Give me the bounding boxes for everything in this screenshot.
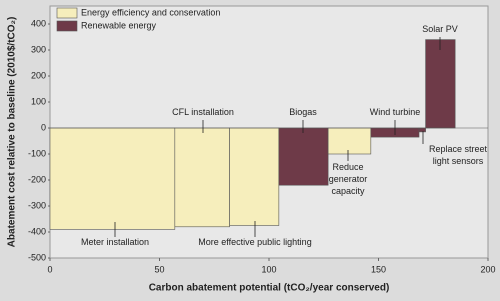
y-tick-label: 100	[31, 96, 46, 106]
y-tick-label: 0	[41, 122, 46, 132]
annotation: Solar PV	[422, 24, 458, 34]
annotation: CFL installation	[172, 107, 234, 117]
bar	[49, 127, 176, 230]
legend-label: Energy efficiency and conservation	[81, 7, 220, 17]
bar	[174, 127, 230, 228]
y-axis-label: Abatement cost relative to baseline (201…	[7, 17, 18, 248]
annotation: Replace street light sensors	[429, 144, 488, 166]
annotation: Meter installation	[81, 237, 149, 247]
y-tick-label: 200	[31, 70, 46, 80]
y-tick-label: 400	[31, 18, 46, 28]
x-tick-label: 150	[371, 264, 386, 274]
annotation: Reduce generator capacity	[329, 162, 368, 196]
y-tick-label: -300	[28, 200, 46, 210]
bar	[418, 127, 426, 133]
bar	[278, 127, 329, 186]
annotation: Biogas	[289, 107, 317, 117]
x-tick-label: 200	[480, 264, 495, 274]
y-tick-label: -500	[28, 252, 46, 262]
annotation: Wind turbine	[370, 107, 421, 117]
bar	[425, 39, 456, 129]
x-tick-label: 100	[261, 264, 276, 274]
legend-swatch	[56, 7, 78, 19]
legend-label: Renewable energy	[81, 20, 157, 30]
x-tick-label: 0	[47, 264, 52, 274]
y-tick-label: -100	[28, 148, 46, 158]
bar	[229, 127, 280, 226]
legend-swatch	[56, 20, 78, 32]
x-tick-label: 50	[154, 264, 164, 274]
y-tick-label: 300	[31, 44, 46, 54]
x-axis-label: Carbon abatement potential (tCO₂/year co…	[149, 283, 390, 294]
annotation: More effective public lighting	[198, 237, 311, 247]
y-tick-label: -200	[28, 174, 46, 184]
y-tick-label: -400	[28, 226, 46, 236]
bar	[327, 127, 372, 155]
